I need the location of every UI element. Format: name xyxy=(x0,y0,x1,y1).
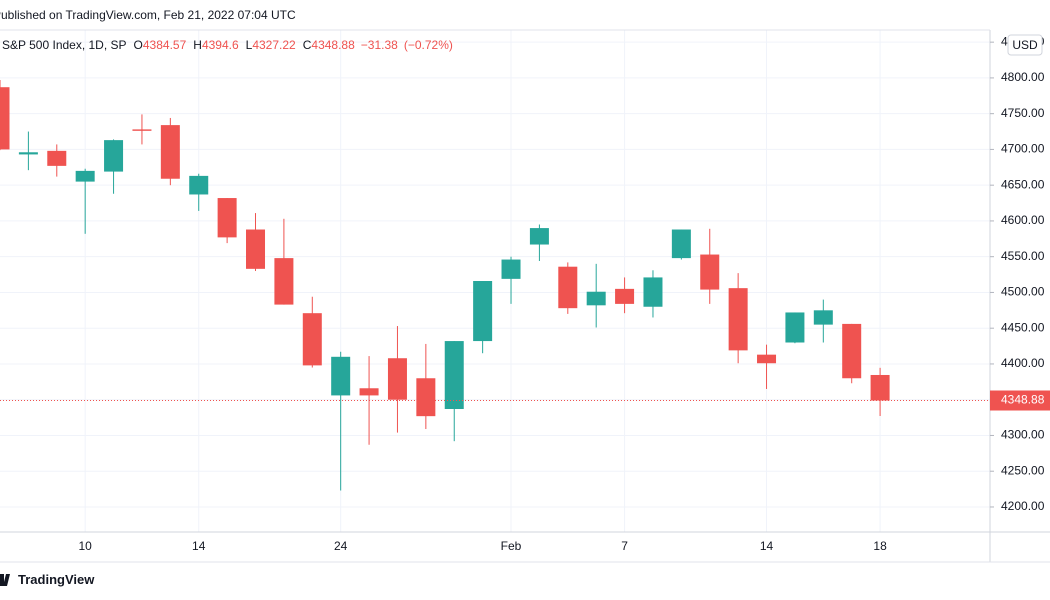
candle-body xyxy=(728,288,748,351)
x-tick-label: 18 xyxy=(873,539,887,553)
candle-body xyxy=(246,229,266,269)
candle-body xyxy=(757,354,777,364)
ohlc-value: 4394.6 xyxy=(201,38,239,52)
y-tick-label: 4550.00 xyxy=(1001,249,1045,263)
candle-body xyxy=(700,254,720,290)
candle-body xyxy=(302,313,322,366)
candle-body xyxy=(558,266,578,309)
candle-body xyxy=(444,341,464,410)
candle-body xyxy=(0,87,10,150)
candle-body xyxy=(842,323,862,379)
y-tick-label: 4400.00 xyxy=(1001,356,1045,370)
last-price-label: 4348.88 xyxy=(1001,393,1045,407)
y-tick-label: 4200.00 xyxy=(1001,499,1045,513)
x-tick-label: 7 xyxy=(621,539,628,553)
candle-body xyxy=(473,281,493,342)
y-tick-label: 4250.00 xyxy=(1001,463,1045,477)
y-tick-label: 4300.00 xyxy=(1001,428,1045,442)
candles xyxy=(0,80,990,491)
candle-body xyxy=(643,277,663,307)
y-tick-label: 4600.00 xyxy=(1001,213,1045,227)
currency-badge[interactable] xyxy=(1007,34,1043,56)
candle-body xyxy=(671,229,691,259)
candle-body xyxy=(359,388,379,396)
candle-body xyxy=(189,175,209,195)
candle-body xyxy=(529,228,549,245)
ohlc-key: O xyxy=(133,38,143,52)
candle-body xyxy=(18,152,38,155)
ohlc-value: 4327.22 xyxy=(252,38,296,52)
candle-body xyxy=(274,258,294,305)
ohlc-value: 4384.57 xyxy=(142,38,187,52)
y-tick-label: 4700.00 xyxy=(1001,142,1045,156)
last-price-box xyxy=(990,390,1050,411)
candle-body xyxy=(160,125,180,179)
y-tick-label: 4750.00 xyxy=(1001,106,1045,120)
x-tick-label: 24 xyxy=(334,539,348,553)
x-tick-label: 14 xyxy=(760,539,774,553)
candle-body xyxy=(331,356,351,396)
x-tick-label: Feb xyxy=(501,539,522,553)
ohlc-key: H xyxy=(193,38,202,52)
candle-body xyxy=(785,312,805,343)
published-note: Published on TradingView.com, Feb 21, 20… xyxy=(0,8,296,22)
candle-body xyxy=(217,198,237,238)
change: −31.38 xyxy=(360,38,398,52)
y-tick-label: 4650.00 xyxy=(1001,177,1045,191)
footer-brand: TradingView xyxy=(18,572,95,587)
candle-body xyxy=(47,150,67,166)
ohlc-key: C xyxy=(302,38,312,52)
legend: S&P 500 Index, 1D, SP O 4384.57 H 4394.6 L… xyxy=(2,38,453,52)
y-tick-label: 4450.00 xyxy=(1001,320,1045,334)
candle-body xyxy=(132,129,152,131)
ohlc-value: 4348.88 xyxy=(311,38,355,52)
candle-body xyxy=(586,291,606,306)
candle-body xyxy=(870,374,890,401)
y-tick-label: 4800.00 xyxy=(1001,70,1045,84)
change-pct: (−0.72%) xyxy=(403,38,453,52)
symbol-title: S&P 500 Index, 1D, SP xyxy=(2,38,127,52)
currency: USD xyxy=(1012,38,1038,52)
candle-body xyxy=(615,288,635,304)
ohlc-key: L xyxy=(245,38,253,52)
candle-body xyxy=(416,378,436,417)
logo xyxy=(0,574,10,586)
candle-body xyxy=(387,358,407,400)
candle-body xyxy=(75,170,95,182)
y-tick-label: 4500.00 xyxy=(1001,285,1045,299)
x-tick-label: 10 xyxy=(78,539,92,553)
x-tick-label: 14 xyxy=(192,539,206,553)
candle-body xyxy=(501,259,521,279)
candle-body xyxy=(104,140,124,172)
candle-body xyxy=(813,310,833,325)
